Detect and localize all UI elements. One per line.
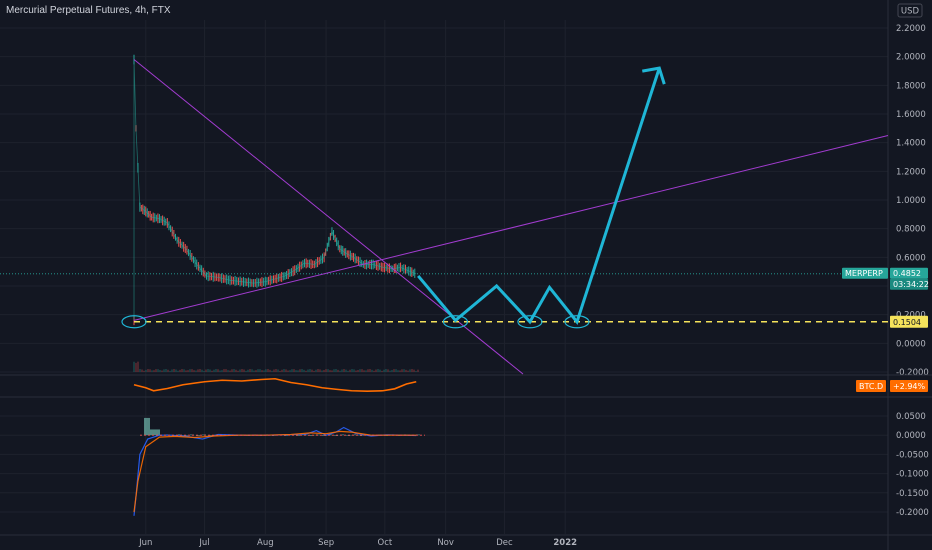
time-tick-label: Dec — [496, 538, 513, 548]
time-tick-label: Jun — [138, 538, 152, 548]
support-ellipse — [517, 315, 543, 329]
ascending-trendline — [133, 135, 889, 321]
btc-d-value-tag: +2.94% — [893, 382, 926, 391]
oscillator-line — [133, 426, 417, 516]
countdown-tag-bg — [890, 278, 928, 290]
support-ellipse — [442, 315, 469, 329]
oscillator-tick-label: -0.1000 — [896, 470, 929, 480]
oscillator-line — [133, 430, 417, 513]
oscillator-panel — [133, 417, 425, 516]
price-tick-label: 2.2000 — [896, 24, 926, 34]
currency-button-label: USD — [901, 7, 920, 17]
support-price-tag-bg — [890, 315, 928, 328]
time-tick-label: 2022 — [553, 538, 577, 548]
time-tick-label: Jul — [198, 538, 209, 548]
price-tick-label: 0.0000 — [896, 339, 926, 349]
price-series-line — [133, 59, 417, 321]
btc-d-tag: BTC.D — [859, 382, 883, 391]
support-price-tag: 0.1504 — [893, 318, 921, 327]
projection-arrowhead — [642, 66, 666, 85]
price-tick-label: 1.4000 — [896, 139, 926, 149]
time-tick-label: Oct — [378, 538, 393, 548]
btc-dominance-line — [133, 377, 417, 393]
descending-trendline — [133, 59, 524, 375]
support-ellipse — [121, 315, 147, 329]
oscillator-tick-label: -0.2000 — [896, 508, 929, 518]
price-tick-label: 1.0000 — [896, 196, 926, 206]
time-tick-label: Nov — [437, 538, 454, 548]
grid — [0, 20, 888, 534]
price-tick-label: 0.6000 — [896, 253, 926, 263]
price-tick-label: 1.6000 — [896, 110, 926, 120]
price-tick-label: 2.0000 — [896, 53, 926, 63]
price-tick-label: 0.2000 — [896, 311, 926, 321]
chart-title: Mercurial Perpetual Futures, 4h, FTX — [6, 5, 171, 16]
price-tick-label: 0.8000 — [896, 225, 926, 235]
time-tick-label: Aug — [257, 538, 274, 548]
btc-dominance-panel — [133, 377, 417, 393]
countdown-tag: 03:34:22 — [893, 280, 929, 289]
last-price-tag: 0.4852 — [893, 269, 921, 278]
symbol-tag-bg — [842, 267, 888, 279]
last-price-tag-bg — [890, 267, 928, 279]
oscillator-tick-label: 0.0500 — [896, 412, 926, 422]
price-labels: MERPERP 0.4852 03:34:22 0.1504 BTC.D +2.94% — [842, 267, 929, 392]
oscillator-tick-label: 0.0000 — [896, 431, 926, 441]
btc-d-value-tag-bg — [890, 380, 928, 392]
price-panel — [0, 54, 889, 375]
btc-d-tag-bg — [856, 380, 886, 392]
projected-path — [417, 67, 661, 325]
price-tick-label: 1.2000 — [896, 167, 926, 177]
support-ellipse — [564, 315, 590, 329]
price-tick-label: -0.2000 — [896, 368, 929, 378]
time-tick-label: Sep — [318, 538, 334, 548]
currency-button[interactable] — [897, 3, 923, 18]
symbol-tag: MERPERP — [845, 269, 883, 278]
oscillator-tick-label: -0.0500 — [896, 450, 929, 460]
oscillator-tick-label: -0.1500 — [896, 489, 929, 499]
price-tick-label: 1.8000 — [896, 81, 926, 91]
